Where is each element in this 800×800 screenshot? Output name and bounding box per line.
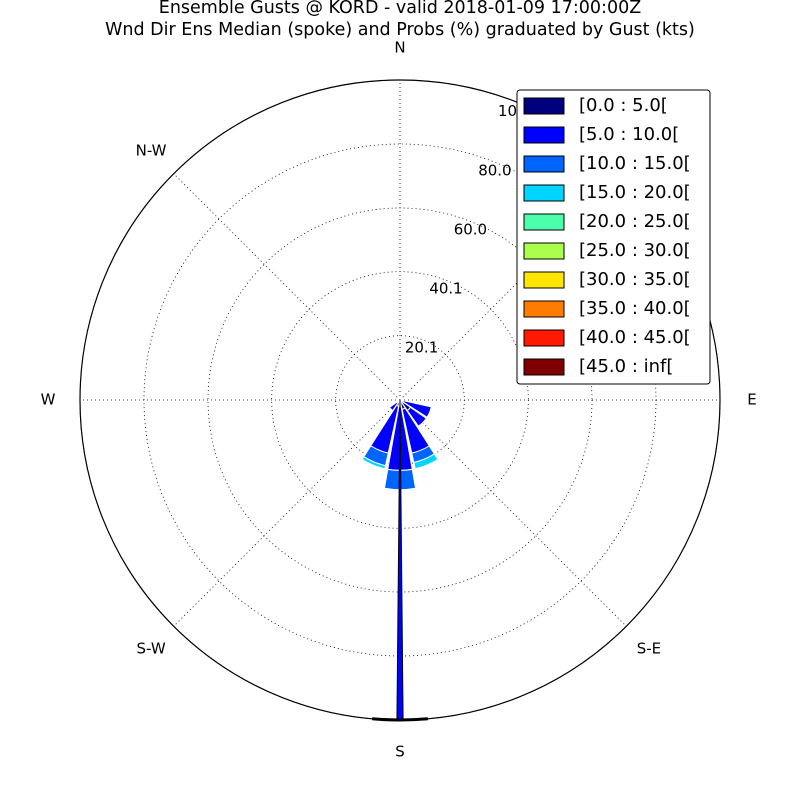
legend-label: [20.0 : 25.0[ (579, 211, 691, 232)
legend-swatch (523, 242, 565, 260)
legend-swatch (523, 97, 565, 115)
legend-label: [40.0 : 45.0[ (579, 327, 691, 348)
chart-subtitle: Wnd Dir Ens Median (spoke) and Probs (%)… (105, 20, 695, 40)
legend-swatch (523, 155, 565, 173)
legend-box (516, 89, 711, 385)
legend: [0.0 : 5.0[ [5.0 : 10.0[ [10.0 : 15.0[ [15.… (516, 89, 711, 385)
angular-grid-line (173, 173, 401, 401)
legend-swatch (523, 358, 565, 376)
angular-grid-line (173, 399, 401, 627)
legend-swatch (523, 184, 565, 202)
legend-label: [30.0 : 35.0[ (579, 269, 691, 290)
direction-label: S-W (137, 639, 166, 657)
legend-swatch (523, 300, 565, 318)
chart-title: Ensemble Gusts @ KORD - valid 2018-01-09… (159, 0, 641, 18)
wedge (402, 400, 432, 418)
grid-ring (207, 207, 593, 593)
grid-ring (143, 143, 657, 657)
r-tick-label: 60.0 (454, 221, 487, 239)
spoke-cap (371, 717, 429, 722)
grid-ring (79, 79, 721, 721)
legend-label: [45.0 : inf[ (579, 356, 673, 377)
r-tick-label: 20.1 (405, 338, 438, 356)
r-tick-label: 80.0 (478, 161, 511, 179)
angular-grid-line (399, 173, 627, 401)
wedge (413, 453, 439, 470)
legend-label: [25.0 : 30.0[ (579, 240, 691, 261)
legend-swatch (523, 126, 565, 144)
direction-label: N (394, 39, 405, 57)
direction-label: S (395, 743, 405, 761)
grid-ring (271, 271, 529, 529)
legend-swatch (523, 329, 565, 347)
legend-label: [0.0 : 5.0[ (579, 95, 668, 116)
angular-grid-line (399, 399, 627, 627)
direction-label: N-W (136, 142, 167, 160)
wedge (388, 401, 399, 412)
wedge (406, 406, 427, 427)
direction-label: W (41, 391, 56, 409)
wedge (361, 455, 387, 470)
legend-label: [5.0 : 10.0[ (579, 124, 679, 145)
r-tick-label: 40.1 (429, 279, 462, 297)
direction-label: S-E (637, 639, 661, 657)
legend-swatch (523, 271, 565, 289)
legend-label: [15.0 : 20.0[ (579, 182, 691, 203)
legend-label: [35.0 : 40.0[ (579, 298, 691, 319)
direction-label: E (747, 391, 756, 409)
legend-label: [10.0 : 15.0[ (579, 153, 691, 174)
legend-swatch (523, 213, 565, 231)
